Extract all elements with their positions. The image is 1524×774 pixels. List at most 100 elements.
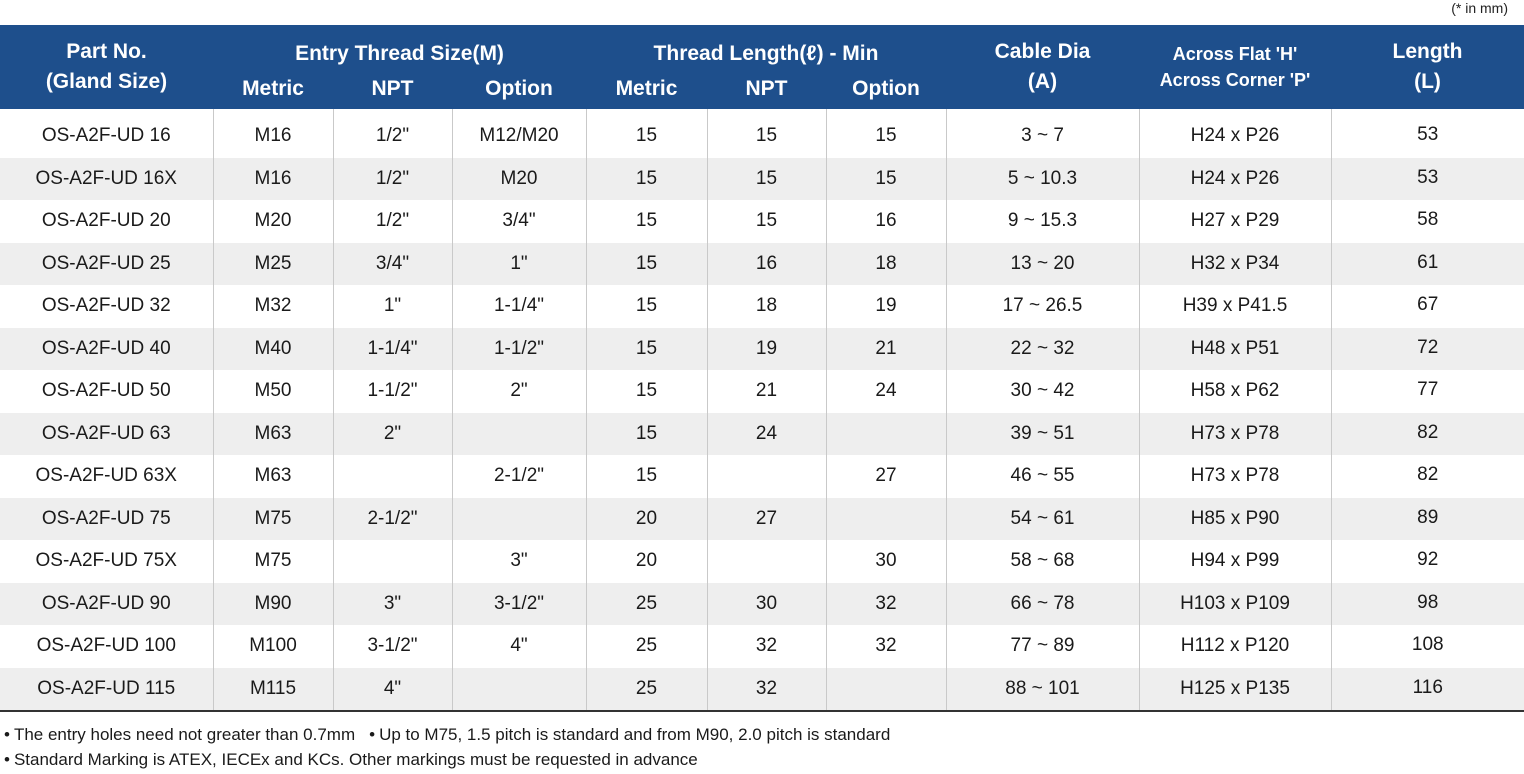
header-entry-metric: Metric — [213, 69, 333, 109]
cell-entry-npt — [333, 455, 453, 498]
cell-length-npt: 21 — [707, 370, 827, 413]
cell-part-no: OS-A2F-UD 63X — [0, 455, 214, 498]
cell-length-l: 116 — [1331, 667, 1524, 712]
cell-part-no: OS-A2F-UD 100 — [0, 625, 214, 668]
cell-entry-option: 2-1/2" — [452, 455, 587, 498]
cell-length-npt: 15 — [707, 109, 827, 158]
cell-length-option — [826, 412, 947, 455]
cell-entry-npt: 1/2" — [333, 109, 453, 158]
cell-length-option: 32 — [826, 582, 947, 625]
header-part-no-line2: (Gland Size) — [45, 70, 168, 93]
cell-across-flat-corner: H24 x P26 — [1139, 109, 1332, 158]
header-across: Across Flat 'H' Across Corner 'P' — [1139, 25, 1331, 109]
cell-cable-dia: 54 ~ 61 — [946, 497, 1140, 540]
header-entry-npt: NPT — [333, 69, 452, 109]
cell-length-npt: 24 — [707, 412, 827, 455]
cell-length-metric: 15 — [586, 157, 708, 200]
cell-length-metric: 15 — [586, 109, 708, 158]
cell-across-flat-corner: H103 x P109 — [1139, 582, 1332, 625]
cell-across-flat-corner: H112 x P120 — [1139, 625, 1332, 668]
cell-entry-metric: M115 — [213, 667, 334, 712]
cell-length-l: 92 — [1417, 549, 1439, 570]
cell-length-option: 21 — [826, 327, 947, 370]
cell-length-npt: 19 — [707, 327, 827, 370]
cell-length-metric: 20 — [586, 540, 708, 583]
cell-length-npt — [707, 540, 827, 583]
cell-entry-option: 4" — [452, 625, 587, 668]
cell-length-l: 72 — [1331, 327, 1524, 370]
header-cable-dia-line2: (A) — [1027, 70, 1058, 93]
cell-length-option: 32 — [826, 625, 947, 668]
cell-cable-dia: 88 ~ 101 — [946, 667, 1140, 712]
cell-cable-dia: 22 ~ 32 — [946, 327, 1140, 370]
cell-entry-metric: M32 — [213, 285, 334, 328]
cell-length-option — [826, 667, 947, 712]
header-thread-length: Thread Length(ℓ) - Min — [586, 25, 946, 69]
table-row: OS-A2F-UD 115 M115 4" 25 32 88 ~ 101 H125 x P1… — [0, 667, 1524, 712]
cell-entry-option: 1-1/2" — [452, 327, 587, 370]
cell-across-flat-corner: H85 x P90 — [1139, 497, 1332, 540]
cell-length-l: 77 — [1417, 379, 1439, 400]
table-row: OS-A2F-UD 16X M16 1/2" M20 15 15 15 5 ~ 10.3 H24… — [0, 157, 1524, 200]
cell-entry-npt: 1-1/2" — [333, 370, 453, 413]
cell-entry-metric: M16 — [213, 157, 334, 200]
cell-length-option: 16 — [826, 200, 947, 243]
cell-part-no: OS-A2F-UD 20 — [0, 200, 214, 243]
cell-entry-metric: M63 — [213, 412, 334, 455]
cell-across-flat-corner: H24 x P26 — [1139, 157, 1332, 200]
cell-entry-metric: M16 — [213, 109, 334, 158]
cell-length-option: 30 — [826, 540, 947, 583]
cell-length-l: 82 — [1417, 464, 1439, 485]
header-entry-thread: Entry Thread Size(M) — [213, 25, 586, 69]
cell-across-flat-corner: H125 x P135 — [1139, 667, 1332, 712]
bullet-icon: • — [4, 750, 10, 769]
cell-entry-option — [452, 412, 587, 455]
cell-cable-dia: 17 ~ 26.5 — [946, 285, 1140, 328]
cell-entry-npt: 3-1/2" — [333, 625, 453, 668]
cell-length-npt: 27 — [707, 497, 827, 540]
cell-length-metric: 15 — [586, 412, 708, 455]
cell-part-no: OS-A2F-UD 75 — [0, 497, 214, 540]
cell-entry-metric: M75 — [213, 540, 334, 583]
table-row: OS-A2F-UD 90 M90 3" 3-1/2" 25 30 32 66 ~ 78 H103… — [0, 582, 1524, 625]
cell-entry-metric: M63 — [213, 455, 334, 498]
footnote-entry-holes: The entry holes need not greater than 0.… — [13, 725, 356, 744]
bullet-icon: • — [369, 725, 376, 744]
table-row: OS-A2F-UD 20 M20 1/2" 3/4" 15 15 16 9 ~ 15.3 H27… — [0, 200, 1524, 243]
cell-entry-option: 1" — [452, 242, 587, 285]
cell-across-flat-corner: H48 x P51 — [1139, 327, 1332, 370]
cell-part-no: OS-A2F-UD 32 — [0, 285, 214, 328]
cell-entry-npt: 3" — [333, 582, 453, 625]
cell-entry-option: 2" — [452, 370, 587, 413]
cell-length-metric: 25 — [586, 625, 708, 668]
unit-note: (* in mm) — [1451, 0, 1508, 16]
cell-cable-dia: 58 ~ 68 — [946, 540, 1140, 583]
cell-entry-npt: 2" — [333, 412, 453, 455]
cell-length-metric: 15 — [586, 327, 708, 370]
cell-length-npt: 30 — [707, 582, 827, 625]
spec-table-body: OS-A2F-UD 16 M16 1/2" M12/M20 15 15 15 3 ~ 7 H24… — [0, 109, 1524, 712]
table-row: OS-A2F-UD 32 M32 1" 1-1/4" 15 18 19 17 ~ 26.5 H3… — [0, 285, 1524, 328]
header-cable-dia: Cable Dia (A) — [946, 25, 1139, 109]
cell-length-metric: 25 — [586, 582, 708, 625]
cell-cable-dia: 3 ~ 7 — [946, 109, 1140, 158]
cell-part-no: OS-A2F-UD 115 — [0, 667, 214, 712]
cell-part-no: OS-A2F-UD 16 — [0, 109, 214, 158]
cell-length-npt: 32 — [707, 667, 827, 712]
cell-length-npt: 15 — [707, 200, 827, 243]
footnote-pitch: Up to M75, 1.5 pitch is standard and fro… — [379, 725, 891, 744]
cell-length-l: 82 — [1331, 412, 1524, 455]
footnote-line-1: • The entry holes need not greater than 0… — [4, 722, 890, 747]
cell-length-option: 18 — [826, 242, 947, 285]
cell-length-option — [826, 497, 947, 540]
cell-length-option: 27 — [826, 455, 947, 498]
cell-length-metric: 20 — [586, 497, 708, 540]
table-row: OS-A2F-UD 50 M50 1-1/2" 2" 15 21 24 30 ~ 42 H58 … — [0, 370, 1524, 413]
cell-part-no: OS-A2F-UD 40 — [0, 327, 214, 370]
spec-table: Part No. (Gland Size) Entry Thread Size(… — [0, 25, 1524, 712]
cell-part-no: OS-A2F-UD 90 — [0, 582, 214, 625]
cell-entry-option — [452, 497, 587, 540]
cell-length-metric: 25 — [586, 667, 708, 712]
table-row: OS-A2F-UD 40 M40 1-1/4" 1-1/2" 15 19 21 22 ~ 32… — [0, 327, 1524, 370]
header-length-metric: Metric — [586, 69, 707, 109]
